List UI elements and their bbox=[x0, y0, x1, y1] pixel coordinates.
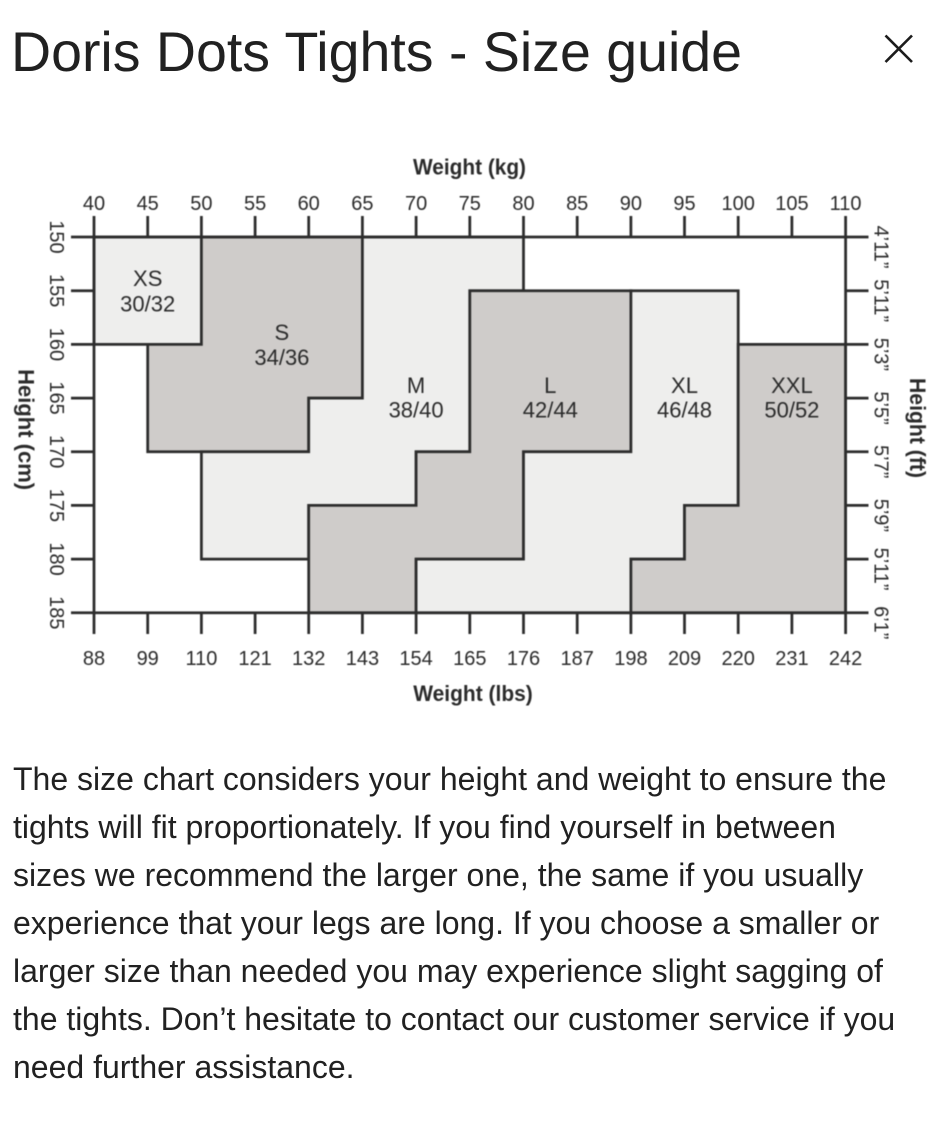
svg-text:5’9”: 5’9” bbox=[870, 499, 892, 532]
svg-text:XXL: XXL bbox=[771, 373, 813, 398]
svg-text:Weight (lbs): Weight (lbs) bbox=[413, 681, 533, 706]
svg-text:88: 88 bbox=[83, 648, 105, 670]
svg-text:5’5”: 5’5” bbox=[870, 391, 892, 424]
svg-text:M: M bbox=[407, 373, 425, 398]
svg-text:99: 99 bbox=[137, 648, 159, 670]
svg-text:L: L bbox=[544, 373, 556, 398]
svg-text:50/52: 50/52 bbox=[764, 398, 819, 423]
svg-text:185: 185 bbox=[45, 596, 67, 629]
svg-text:198: 198 bbox=[614, 648, 647, 670]
svg-text:231: 231 bbox=[775, 648, 808, 670]
svg-text:34/36: 34/36 bbox=[254, 345, 309, 370]
svg-text:121: 121 bbox=[238, 648, 271, 670]
svg-text:187: 187 bbox=[561, 648, 594, 670]
svg-text:100: 100 bbox=[722, 193, 755, 215]
svg-text:70: 70 bbox=[405, 193, 427, 215]
svg-text:XL: XL bbox=[671, 373, 698, 398]
svg-text:175: 175 bbox=[45, 489, 67, 522]
svg-text:Weight (kg): Weight (kg) bbox=[413, 155, 526, 180]
svg-text:42/44: 42/44 bbox=[523, 398, 578, 423]
svg-text:165: 165 bbox=[45, 381, 67, 414]
svg-text:154: 154 bbox=[399, 648, 432, 670]
svg-text:45: 45 bbox=[137, 193, 159, 215]
svg-text:38/40: 38/40 bbox=[389, 398, 444, 423]
svg-text:S: S bbox=[275, 320, 290, 345]
svg-text:110: 110 bbox=[185, 648, 217, 670]
svg-text:46/48: 46/48 bbox=[657, 398, 712, 423]
svg-text:105: 105 bbox=[775, 193, 808, 215]
svg-text:Height (cm): Height (cm) bbox=[14, 369, 39, 490]
svg-text:55: 55 bbox=[244, 193, 266, 215]
svg-text:40: 40 bbox=[83, 193, 105, 215]
svg-text:65: 65 bbox=[351, 193, 373, 215]
svg-text:4’11”: 4’11” bbox=[870, 226, 892, 269]
svg-text:176: 176 bbox=[507, 648, 540, 670]
svg-text:75: 75 bbox=[459, 193, 481, 215]
svg-text:XS: XS bbox=[133, 266, 162, 291]
svg-text:5’11”: 5’11” bbox=[870, 548, 892, 591]
svg-text:Height (ft): Height (ft) bbox=[905, 378, 930, 478]
svg-text:95: 95 bbox=[673, 193, 695, 215]
svg-text:5’7”: 5’7” bbox=[870, 445, 892, 478]
svg-text:85: 85 bbox=[566, 193, 588, 215]
svg-text:150: 150 bbox=[45, 220, 67, 253]
svg-text:110: 110 bbox=[830, 193, 862, 215]
svg-text:5’3”: 5’3” bbox=[870, 338, 892, 371]
svg-text:180: 180 bbox=[45, 542, 67, 575]
svg-text:90: 90 bbox=[620, 193, 642, 215]
svg-text:160: 160 bbox=[45, 328, 67, 361]
svg-text:30/32: 30/32 bbox=[120, 292, 175, 317]
svg-text:155: 155 bbox=[45, 274, 67, 307]
svg-text:170: 170 bbox=[45, 435, 67, 468]
svg-text:6’1”: 6’1” bbox=[870, 606, 892, 639]
svg-text:132: 132 bbox=[292, 648, 325, 670]
svg-text:80: 80 bbox=[512, 193, 534, 215]
svg-text:60: 60 bbox=[298, 193, 320, 215]
svg-text:242: 242 bbox=[829, 648, 862, 670]
svg-text:220: 220 bbox=[722, 648, 755, 670]
svg-text:165: 165 bbox=[453, 648, 486, 670]
svg-text:209: 209 bbox=[668, 648, 701, 670]
svg-text:5’11”: 5’11” bbox=[870, 279, 892, 322]
svg-text:143: 143 bbox=[346, 648, 379, 670]
svg-text:50: 50 bbox=[190, 193, 212, 215]
